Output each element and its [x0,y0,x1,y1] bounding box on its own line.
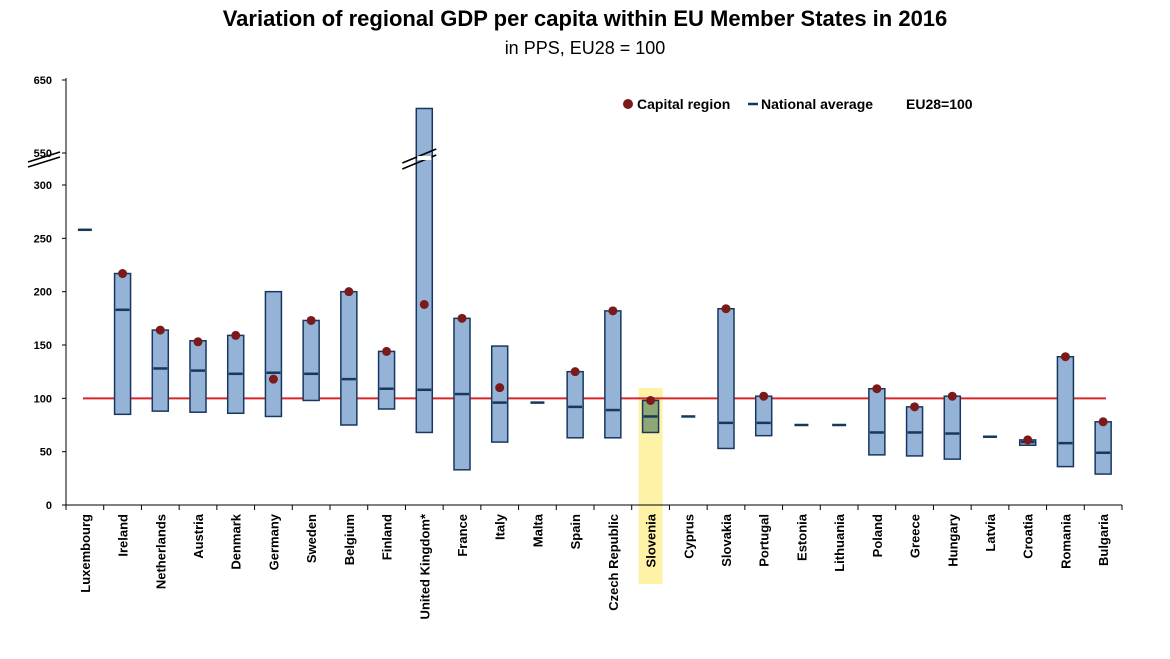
range-bar [377,350,396,410]
capital-region-marker [382,346,392,356]
range-bar [754,395,773,437]
capital-region-marker [646,395,656,405]
bar-break-gap [417,156,432,160]
range-bar [113,272,132,416]
chart-subtitle: in PPS, EU28 = 100 [504,38,666,58]
range-bar [1056,355,1075,468]
category-label: Austria [191,513,206,559]
category-label: Italy [493,513,508,540]
category-label: Luxembourg [78,514,93,593]
capital-region-marker [721,304,731,314]
range-bar [340,290,358,426]
capital-region-marker [1060,352,1070,362]
range-bar [490,345,509,443]
category-label: Ireland [116,514,131,557]
category-label: Cyprus [681,514,696,559]
y-tick-label: 550 [34,148,52,160]
capital-region-marker [231,330,241,340]
capital-region-marker [118,269,128,279]
capital-region-marker [872,384,882,394]
category-label: Germany [266,513,281,570]
capital-region-marker [344,287,354,297]
category-label: France [455,514,470,557]
axis-break-mark [27,151,61,163]
category-label: Slovakia [719,513,734,567]
capital-region-marker [910,402,920,412]
y-tick-label: 300 [34,180,52,192]
legend-capital-marker [623,99,633,109]
category-label: Romania [1058,513,1073,569]
axis-break-mark [27,156,61,168]
category-label: Latvia [983,513,998,551]
capital-region-marker [495,383,505,393]
category-label: Greece [908,514,923,558]
capital-region-marker [457,313,467,323]
range-bar [717,307,735,450]
range-bar [415,107,434,434]
y-tick-label: 50 [40,447,52,459]
range-bar [566,370,584,439]
category-label: Czech Republic [606,514,621,611]
y-tick-label: 150 [34,340,52,352]
capital-region-marker [419,299,429,309]
capital-region-marker [306,315,316,325]
range-bar [604,310,622,439]
capital-region-marker [759,391,769,401]
y-tick-label: 250 [34,233,52,245]
category-label: Hungary [945,513,960,567]
capital-region-marker [193,337,203,347]
range-bar [943,395,962,460]
capital-region-marker [268,374,278,384]
category-label: Malta [530,513,545,547]
capital-region-marker [1098,417,1108,427]
category-label: Sweden [304,514,319,563]
range-bar [151,329,170,412]
category-label: Portugal [757,514,772,567]
range-bar [189,339,207,413]
category-label: Bulgaria [1096,513,1111,566]
y-tick-label: 100 [34,393,52,405]
category-label: Spain [568,514,583,549]
category-label: Netherlands [153,514,168,589]
category-label: Denmark [229,513,244,569]
y-tick-label: 0 [46,500,52,512]
category-label: Poland [870,514,885,557]
range-bar [868,387,886,456]
category-label: Estonia [794,513,809,561]
capital-region-marker [155,325,165,335]
category-label: United Kingdom* [417,513,432,619]
y-tick-label: 200 [34,287,52,299]
capital-region-marker [608,306,618,316]
category-label: Belgium [342,514,357,565]
category-label: Croatia [1021,513,1036,559]
legend-reference-label: EU28=100 [906,96,973,112]
category-label: Lithuania [832,513,847,572]
category-label: Finland [380,514,395,560]
legend-national-label: National average [761,96,873,112]
legend-capital-label: Capital region [637,96,730,112]
capital-region-marker [1023,435,1033,445]
range-bar [264,290,283,418]
range-bar [1094,421,1112,475]
capital-region-marker [947,391,957,401]
category-label: Slovenia [644,513,659,567]
capital-region-marker [570,367,580,377]
y-tick-label: 650 [34,75,52,87]
chart-title: Variation of regional GDP per capita wit… [222,6,948,31]
range-bar [302,319,320,402]
